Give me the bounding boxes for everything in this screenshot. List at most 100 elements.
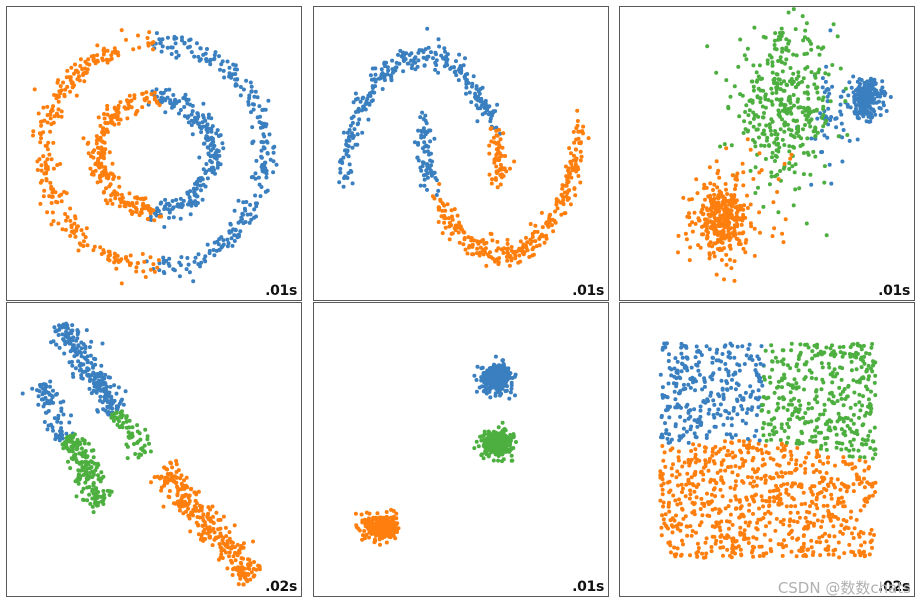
- scatter-point: [384, 540, 389, 545]
- scatter-point: [56, 333, 61, 337]
- scatter-point: [770, 70, 775, 75]
- scatter-point: [241, 212, 246, 217]
- scatter-point: [753, 144, 758, 149]
- scatter-point: [868, 531, 873, 536]
- scatter-point: [800, 14, 805, 19]
- scatter-point: [46, 409, 51, 413]
- scatter-point: [673, 498, 678, 503]
- scatter-point: [83, 480, 88, 485]
- scatter-point: [498, 162, 503, 167]
- scatter-point: [433, 67, 438, 72]
- scatter-point: [355, 132, 360, 137]
- scatter-point: [47, 152, 52, 157]
- scatter-point: [95, 53, 100, 58]
- scatter-point: [223, 525, 228, 530]
- scatter-point: [38, 119, 43, 124]
- scatter-point: [798, 463, 803, 468]
- scatter-point: [167, 256, 172, 261]
- scatter-point: [254, 567, 259, 572]
- scatter-point: [767, 182, 772, 187]
- scatter-point: [499, 451, 504, 456]
- scatter-point: [440, 201, 445, 206]
- scatter-point: [111, 418, 116, 423]
- scatter-point: [148, 207, 153, 211]
- scatter-point: [780, 553, 785, 558]
- scatter-point: [746, 450, 751, 455]
- scatter-point: [681, 516, 686, 521]
- scatter-point: [560, 186, 565, 191]
- scatter-point: [505, 237, 510, 242]
- scatter-point: [205, 176, 210, 181]
- scatter-point: [770, 234, 775, 239]
- scatter-point: [498, 173, 503, 178]
- scatter-point: [209, 129, 214, 134]
- scatter-point: [825, 135, 830, 140]
- scatter-point: [474, 389, 479, 394]
- scatter-point: [434, 193, 439, 197]
- scatter-point: [72, 432, 77, 437]
- scatter-point: [112, 105, 117, 110]
- scatter-point: [761, 457, 766, 462]
- scatter-point: [370, 518, 375, 523]
- scatter-point: [218, 162, 223, 167]
- scatter-point: [800, 79, 804, 84]
- scatter-point: [839, 94, 844, 99]
- scatter-point: [780, 69, 785, 74]
- scatter-point: [861, 114, 866, 119]
- scatter-point: [839, 112, 844, 117]
- scatter-point: [51, 140, 56, 145]
- scatter-point: [58, 429, 62, 434]
- scatter-point: [878, 113, 883, 118]
- scatter-point: [81, 244, 86, 248]
- scatter-point: [730, 539, 735, 544]
- scatter-point: [733, 177, 738, 181]
- scatter-point: [767, 495, 772, 500]
- scatter-point: [509, 446, 514, 451]
- scatter-point: [789, 152, 794, 157]
- scatter-point: [143, 275, 148, 279]
- scatter-point: [748, 120, 753, 125]
- scatter-point: [42, 420, 47, 424]
- scatter-point: [79, 350, 83, 355]
- scatter-point: [410, 63, 415, 68]
- scatter-point: [812, 82, 817, 87]
- scatter-point: [109, 398, 114, 403]
- scatter-point: [177, 501, 182, 506]
- scatter-point: [212, 253, 217, 258]
- scatter-point: [63, 212, 68, 216]
- scatter-point: [487, 151, 492, 156]
- scatter-point: [755, 78, 760, 83]
- scatter-point: [703, 197, 707, 202]
- scatter-point: [478, 245, 483, 250]
- scatter-point: [74, 93, 79, 98]
- scatter-point: [813, 72, 818, 77]
- scatter-point: [774, 85, 779, 90]
- scatter-point: [820, 115, 825, 120]
- scatter-point: [830, 343, 834, 348]
- scatter-point: [709, 549, 714, 554]
- scatter-point: [701, 203, 705, 208]
- scatter-point: [370, 84, 375, 89]
- scatter-point: [757, 151, 762, 156]
- scatter-point: [739, 222, 744, 227]
- scatter-point: [218, 517, 223, 522]
- scatter-point: [704, 436, 709, 440]
- scatter-point: [547, 213, 552, 218]
- scatter-point: [69, 65, 74, 70]
- scatter-point: [708, 199, 713, 204]
- scatter-point: [177, 111, 181, 116]
- scatter-point: [204, 124, 209, 128]
- scatter-point: [42, 188, 47, 193]
- scatter-point: [581, 131, 585, 136]
- scatter-point: [822, 180, 827, 185]
- scatter-point: [137, 452, 142, 457]
- scatter-point: [442, 220, 447, 225]
- scatter-point: [765, 135, 770, 140]
- scatter-point: [146, 43, 151, 48]
- scatter-point: [722, 213, 727, 218]
- scatter-point: [98, 155, 103, 160]
- scatter-point: [761, 115, 766, 120]
- scatter-point: [219, 534, 224, 539]
- scatter-point: [694, 495, 699, 500]
- scatter-point: [245, 212, 250, 217]
